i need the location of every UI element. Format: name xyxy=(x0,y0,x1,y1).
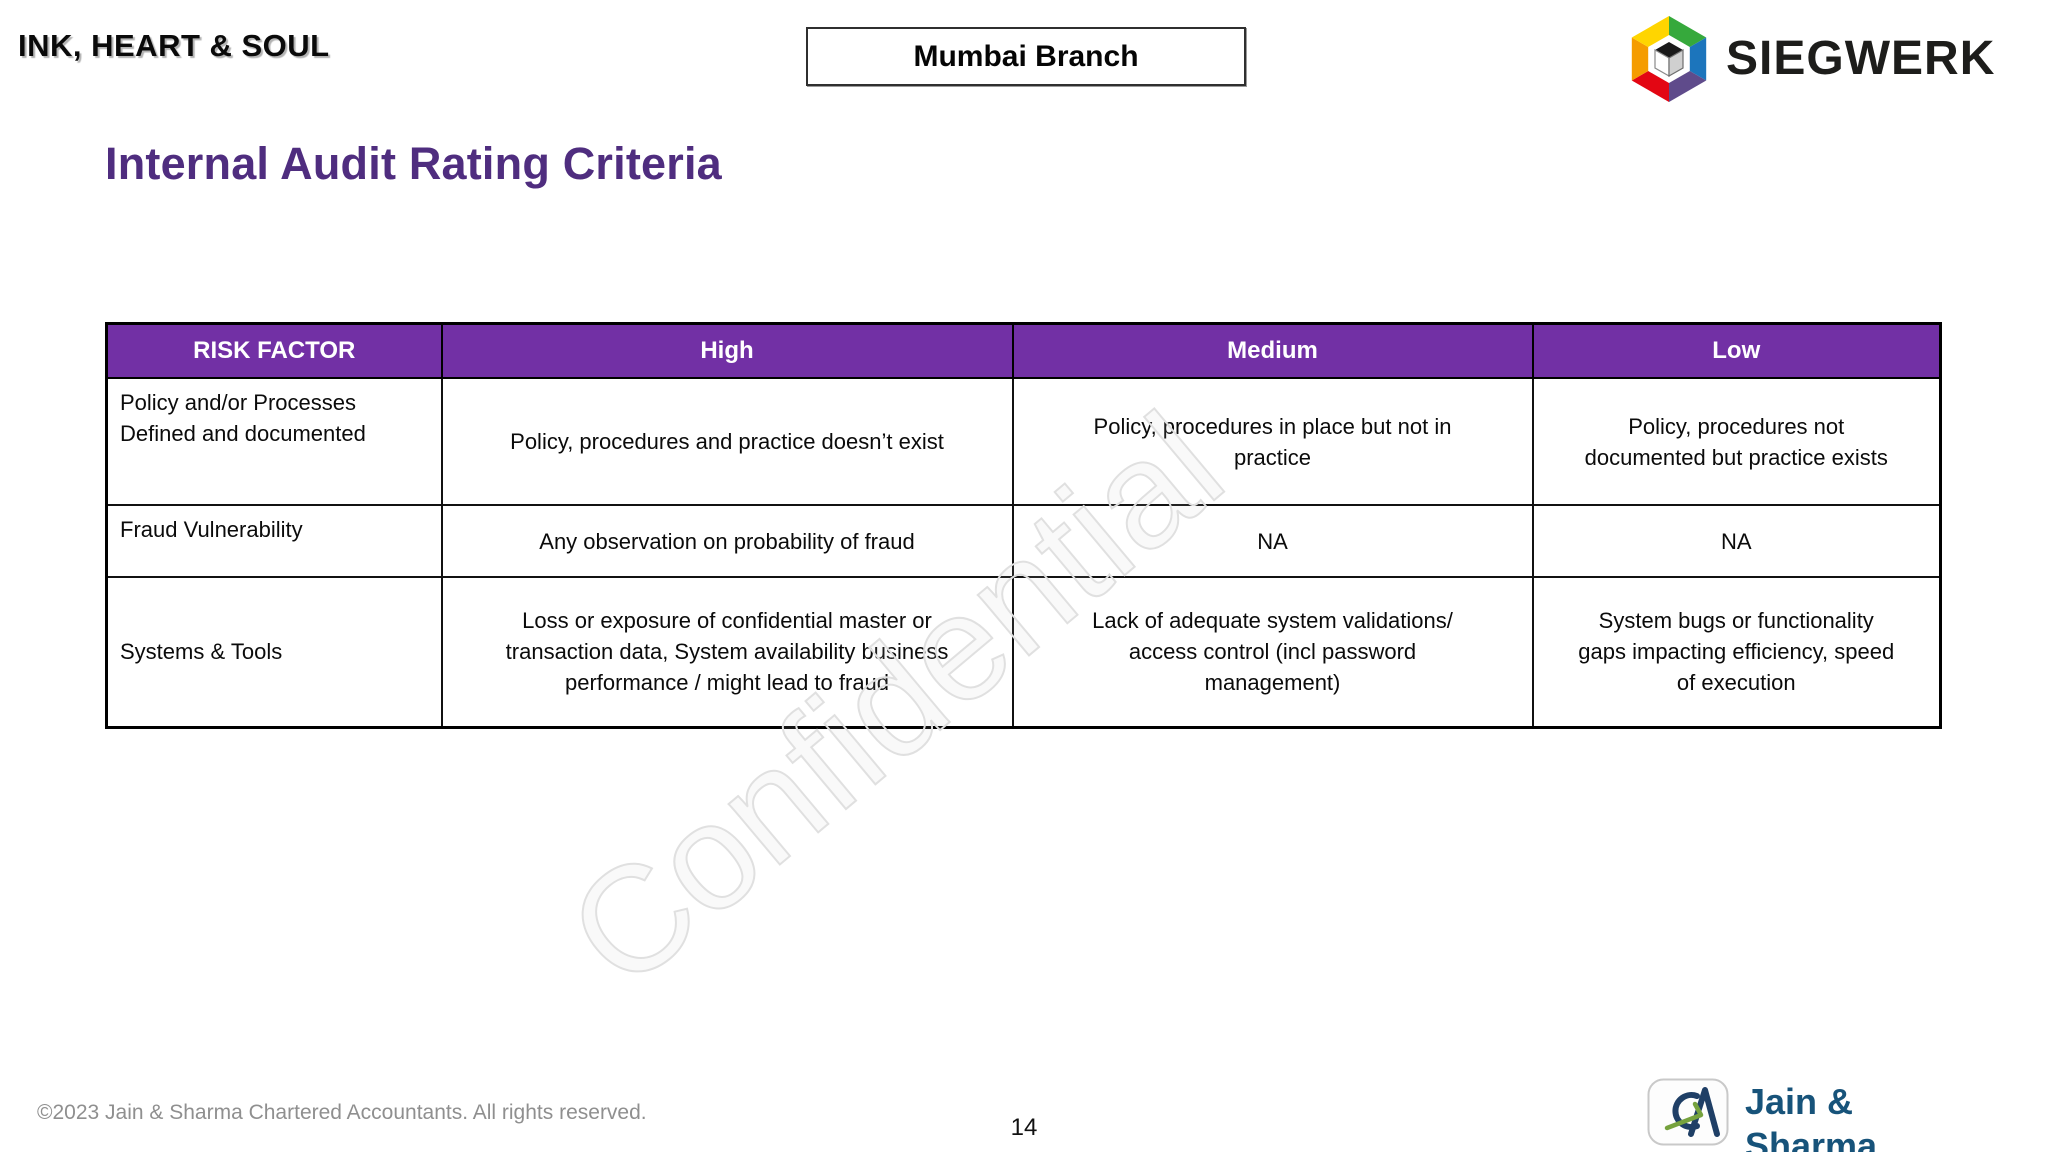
branch-label: Mumbai Branch xyxy=(913,39,1139,73)
siegwerk-logo: SIEGWERK xyxy=(1626,14,1995,104)
cell-factor: Policy and/or Processes Defined and docu… xyxy=(105,377,443,506)
table-row: Policy and/or Processes Defined and docu… xyxy=(105,377,1942,506)
table-header-row: RISK FACTOR High Medium Low xyxy=(105,322,1942,379)
page-title: Internal Audit Rating Criteria xyxy=(105,138,722,189)
col-header-low: Low xyxy=(1531,322,1942,379)
cell-medium: Lack of adequate system validations/ acc… xyxy=(1011,576,1534,728)
cell-high: Policy, procedures and practice doesn’t … xyxy=(440,377,1014,506)
cell-low: Policy, procedures not documented but pr… xyxy=(1531,377,1942,506)
cell-high: Any observation on probability of fraud xyxy=(440,504,1014,578)
cell-medium: NA xyxy=(1011,504,1534,578)
siegwerk-hexagon-icon xyxy=(1631,16,1707,102)
cell-high: Loss or exposure of confidential master … xyxy=(440,576,1014,728)
copyright-text: ©2023 Jain & Sharma Chartered Accountant… xyxy=(37,1101,647,1124)
cell-low: NA xyxy=(1531,504,1942,578)
table-row: Fraud Vulnerability Any observation on p… xyxy=(105,504,1942,578)
firm-name: Jain & Sharma xyxy=(1745,1080,1877,1152)
siegwerk-wordmark: SIEGWERK xyxy=(1726,32,1996,85)
branch-box: Mumbai Branch xyxy=(806,27,1246,86)
col-header-risk-factor: RISK FACTOR xyxy=(105,322,443,379)
cell-low: System bugs or functionality gaps impact… xyxy=(1531,576,1942,728)
rating-criteria-table: RISK FACTOR High Medium Low Policy and/o… xyxy=(105,322,1942,729)
cell-medium: Policy, procedures in place but not in p… xyxy=(1011,377,1534,506)
cell-factor: Fraud Vulnerability xyxy=(105,504,443,578)
company-tagline: INK, HEART & SOUL xyxy=(18,28,330,63)
jain-sharma-logo: CA Jain & Sharma xyxy=(1647,1078,1877,1152)
col-header-high: High xyxy=(440,322,1014,379)
ca-monogram-icon: CA xyxy=(1647,1078,1729,1146)
page-number: 14 xyxy=(1010,1114,1038,1141)
firm-name-line2: Sharma xyxy=(1745,1125,1878,1152)
table-row: Systems & Tools Loss or exposure of conf… xyxy=(105,576,1942,728)
firm-name-line1: Jain & xyxy=(1745,1081,1854,1122)
cell-factor: Systems & Tools xyxy=(105,576,443,728)
col-header-medium: Medium xyxy=(1011,322,1534,379)
